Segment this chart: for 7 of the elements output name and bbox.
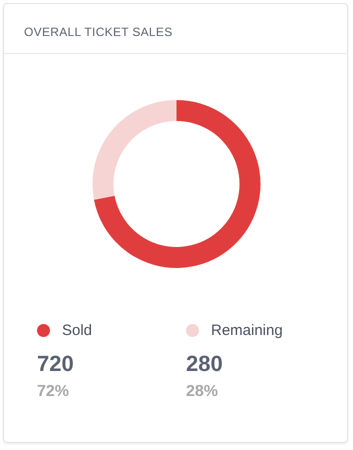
legend-label: Sold <box>62 322 92 339</box>
text: 72% <box>37 383 70 401</box>
chart-title: OVERALL TICKET SALES <box>24 25 173 39</box>
data-label: 280 <box>186 351 224 377</box>
legend-label: Remaining <box>211 322 283 339</box>
text: 28% <box>186 383 220 401</box>
data-label: 720 <box>37 351 75 377</box>
